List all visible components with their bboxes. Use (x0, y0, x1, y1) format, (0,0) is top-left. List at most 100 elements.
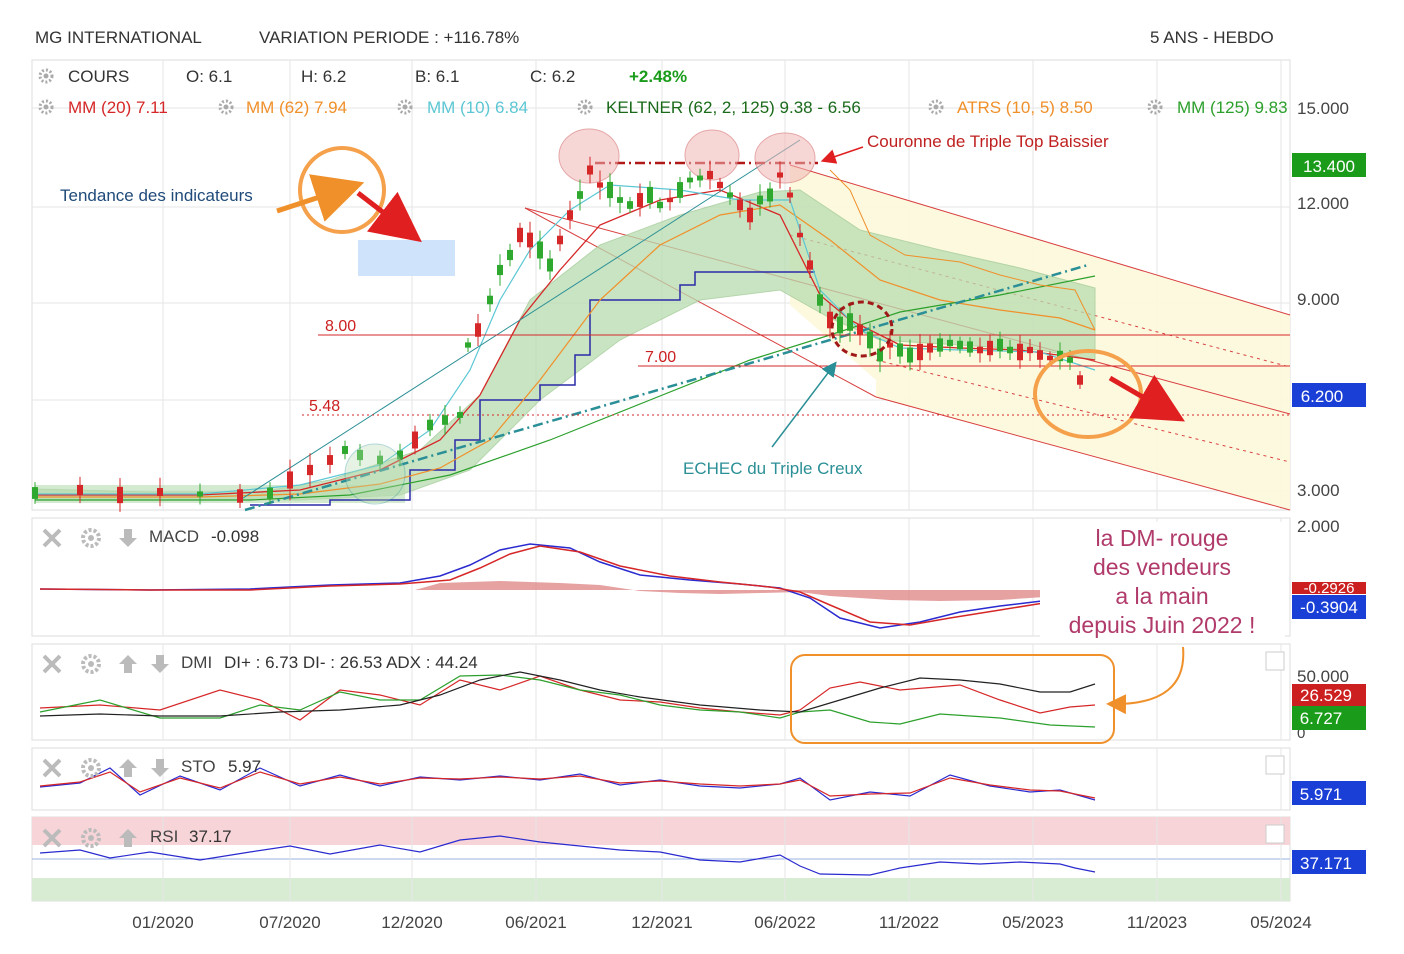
candle-body (307, 464, 313, 476)
rsi-badge (1292, 850, 1366, 874)
candle-body (397, 450, 403, 460)
indicator-toolbars (42, 528, 169, 848)
legend-row-1: COURS O: 6.1 H: 6.2 B: 6.1 C: 6.2 +2.48% (38, 67, 687, 86)
macd-signal-line (39, 545, 1096, 626)
candle-body (667, 197, 673, 203)
macd-value: -0.098 (211, 527, 259, 546)
gear-icon[interactable] (38, 99, 54, 115)
red-down-arrow-2 (1108, 374, 1185, 422)
sto-k-line (39, 767, 1096, 801)
rsi-checkbox[interactable] (1265, 824, 1285, 844)
x-tick-label: 06/2021 (505, 913, 566, 932)
candle-body (707, 170, 713, 180)
dmi-checkbox[interactable] (1265, 651, 1285, 671)
candle-body (767, 188, 773, 202)
candle-body (757, 195, 763, 205)
top-circle-1 (558, 128, 620, 184)
candle-body (197, 491, 203, 497)
legend-item: C: 6.2 (530, 67, 575, 86)
candle-body (947, 339, 953, 347)
candle-body (497, 264, 503, 276)
channel-dotted-2 (875, 359, 1291, 463)
gear-icon[interactable] (81, 528, 101, 548)
candle-body (967, 341, 973, 353)
gear-icon[interactable] (1147, 99, 1163, 115)
arrow-up-icon[interactable] (119, 829, 137, 847)
candle-body (412, 431, 418, 449)
candle-body (647, 186, 653, 204)
arrow-up-icon[interactable] (119, 759, 137, 777)
candle-body (1047, 355, 1053, 361)
legend-item: B: 6.1 (415, 67, 459, 86)
legend-item: H: 6.2 (301, 67, 346, 86)
arrow-up-icon[interactable] (119, 655, 137, 673)
x-tick-label: 06/2022 (754, 913, 815, 932)
dm-note-arrow (1106, 646, 1185, 715)
arrow-down-icon[interactable] (151, 759, 169, 777)
price-tick-label: 9.000 (1297, 290, 1340, 309)
gear-icon[interactable] (38, 68, 54, 84)
gear-icon[interactable] (577, 99, 593, 115)
candle-body (887, 342, 893, 348)
gear-icon[interactable] (81, 828, 101, 848)
candle-body (507, 249, 513, 261)
candle-body (267, 487, 273, 499)
candle-body (377, 455, 383, 465)
candle-body (867, 331, 873, 349)
dmi-minus-badge-text: 26.529 (1300, 686, 1352, 705)
x-tick-label: 11/2022 (879, 913, 939, 932)
candle-body (327, 455, 333, 465)
candle-body (77, 484, 83, 496)
candle-body (787, 192, 793, 198)
candle-body (487, 295, 493, 305)
macd-line-badge (1292, 595, 1366, 619)
candle-body (157, 488, 163, 496)
candle-body (547, 258, 553, 272)
top-circle-3 (754, 132, 816, 184)
x-tick-label: 05/2023 (1002, 913, 1063, 932)
adx-line (39, 671, 1096, 717)
dmi-plus-line (39, 674, 1096, 728)
arrow-down-icon[interactable] (151, 655, 169, 673)
gear-icon[interactable] (928, 99, 944, 115)
close-icon[interactable] (42, 828, 62, 848)
dm-note-line-1: la DM- rouge (1096, 525, 1229, 551)
candle-body (617, 197, 623, 203)
gear-icon[interactable] (81, 758, 101, 778)
period-variation: VARIATION PERIODE : +116.78% (259, 28, 520, 47)
high-price-badge-text: 13.400 (1303, 157, 1355, 176)
close-icon[interactable] (42, 654, 62, 674)
candle-body (1077, 375, 1083, 385)
candlesticks (32, 156, 1083, 512)
sto-badge (1292, 781, 1366, 805)
candle-body (527, 232, 533, 248)
legend-item: MM (10) 6.84 (427, 98, 528, 117)
candle-body (847, 313, 853, 331)
candle-body (1037, 350, 1043, 360)
legend-item: +2.48% (629, 67, 687, 86)
gear-icon[interactable] (397, 99, 413, 115)
price-tick-label: 3.000 (1297, 481, 1340, 500)
close-icon[interactable] (42, 528, 62, 548)
candle-body (857, 324, 863, 336)
stock-name: MG INTERNATIONAL (35, 28, 202, 47)
candle-body (457, 412, 463, 418)
candle-body (797, 232, 803, 238)
base-circle (344, 443, 406, 505)
close-icon[interactable] (42, 758, 62, 778)
candle-body (687, 177, 693, 183)
sto-checkbox[interactable] (1265, 755, 1285, 775)
candle-body (937, 338, 943, 352)
gear-icon[interactable] (81, 654, 101, 674)
macd-line (39, 543, 1096, 629)
candle-body (587, 165, 593, 175)
rsi-title: RSI (150, 827, 178, 846)
macd-line-badge-text: -0.3904 (1300, 598, 1358, 617)
candle-body (1017, 343, 1023, 361)
gear-icon[interactable] (218, 99, 234, 115)
legend-item: MM (20) 7.11 (68, 98, 168, 117)
candle-body (627, 201, 633, 209)
arrow-down-icon[interactable] (119, 529, 137, 547)
atrs-step-line (250, 271, 815, 506)
